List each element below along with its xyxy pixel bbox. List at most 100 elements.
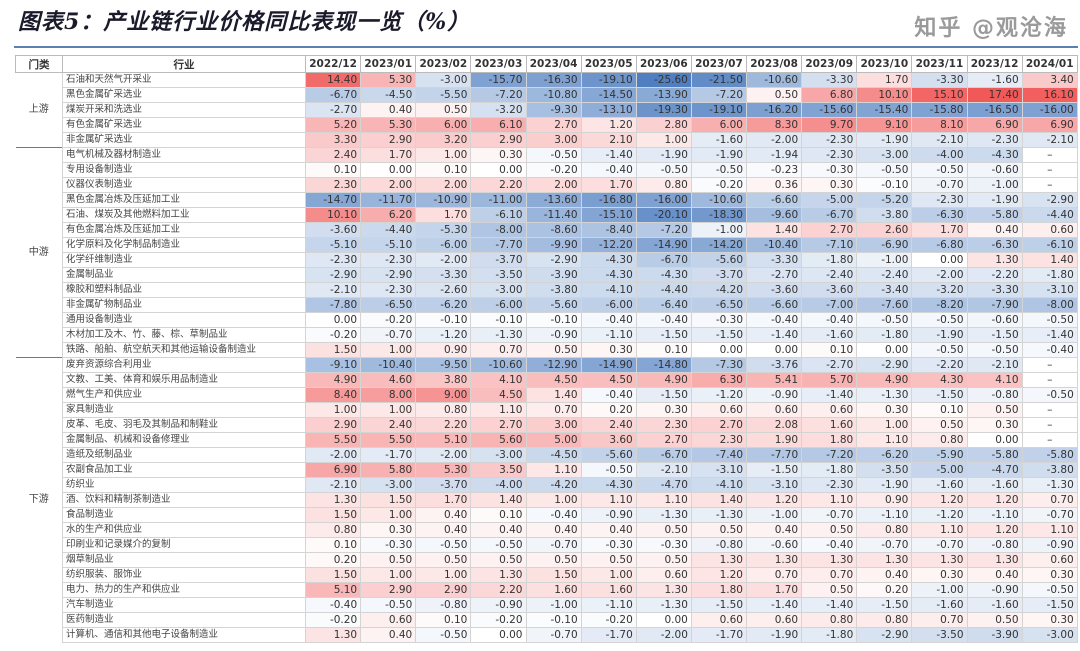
value-cell: -1.40 [801, 387, 858, 403]
industry-name: 烟草制品业 [62, 552, 306, 568]
value-cell: -6.70 [304, 87, 362, 103]
value-cell: -0.70 [911, 177, 968, 193]
value-cell: 1.00 [580, 567, 637, 583]
value-cell: 4.30 [911, 372, 968, 388]
value-cell: 0.50 [360, 552, 417, 568]
value-cell: -1.60 [966, 72, 1023, 88]
value-cell: -2.20 [911, 357, 968, 373]
value-cell: -10.40 [745, 237, 803, 253]
value-cell: -6.50 [690, 297, 748, 313]
value-cell: -5.10 [360, 237, 417, 253]
value-cell: -0.90 [745, 387, 803, 403]
table-row: 金属制品业 -2.90 -2.90 -3.30 -3.50 -3.90 -4.30 -4.30… [16, 267, 1078, 283]
value-cell: 1.00 [415, 567, 472, 583]
value-cell: -2.30 [360, 282, 417, 298]
value-cell: 0.50 [525, 342, 582, 358]
value-cell: 5.10 [304, 582, 362, 598]
value-cell: -5.10 [304, 237, 362, 253]
value-cell: 2.00 [415, 177, 472, 193]
header-month: 2023/11 [911, 55, 968, 73]
value-cell: -4.30 [635, 267, 692, 283]
value-cell: 1.20 [966, 522, 1023, 538]
value-cell: 2.40 [304, 147, 362, 163]
value-cell: -10.60 [745, 72, 803, 88]
value-cell: 0.40 [360, 102, 417, 118]
value-cell: -0.50 [911, 312, 968, 328]
table-row: 有色金属冶炼及压延加工业 -3.60 -4.40 -5.30 -8.00 -8.60 -8.… [16, 222, 1078, 238]
value-cell: 0.00 [690, 342, 748, 358]
value-cell: 1.50 [525, 567, 582, 583]
value-cell: -7.10 [801, 237, 858, 253]
value-cell: -0.70 [1021, 507, 1078, 523]
value-cell: 0.20 [304, 552, 362, 568]
value-cell: -3.20 [470, 102, 527, 118]
value-cell: -3.30 [966, 282, 1023, 298]
value-cell: 0.30 [470, 147, 527, 163]
value-cell: -3.80 [1021, 462, 1078, 478]
industry-name: 酒、饮料和精制茶制造业 [62, 492, 306, 508]
value-cell: -0.40 [304, 597, 362, 613]
value-cell: -7.40 [690, 447, 748, 463]
value-cell: -1.90 [635, 147, 692, 163]
value-cell: 6.20 [360, 207, 417, 223]
value-cell: 0.30 [1021, 567, 1078, 583]
value-cell: -6.40 [635, 297, 692, 313]
header-month: 2023/03 [470, 55, 527, 73]
value-cell: -6.30 [966, 237, 1023, 253]
value-cell: 1.70 [856, 72, 913, 88]
value-cell: 0.30 [360, 522, 417, 538]
value-cell: -4.30 [966, 147, 1023, 163]
value-cell: -6.00 [580, 297, 637, 313]
value-cell: – [1021, 357, 1078, 373]
industry-name: 石油、煤炭及其他燃料加工业 [62, 207, 306, 223]
value-cell: – [1021, 432, 1078, 448]
industry-name: 水的生产和供应业 [62, 522, 306, 538]
value-cell: -21.50 [690, 72, 748, 88]
value-cell: 0.40 [966, 567, 1023, 583]
value-cell: -15.40 [856, 102, 913, 118]
value-cell: 0.10 [635, 342, 692, 358]
value-cell: 0.00 [470, 162, 527, 178]
value-cell: 0.40 [360, 627, 417, 643]
value-cell: -1.00 [745, 507, 803, 523]
industry-name: 非金属矿采选业 [62, 132, 306, 148]
value-cell: -13.10 [580, 102, 637, 118]
value-cell: 1.30 [304, 492, 362, 508]
value-cell: 0.00 [745, 342, 803, 358]
value-cell: -2.30 [304, 252, 362, 268]
value-cell: -4.10 [690, 477, 748, 493]
value-cell: 0.40 [966, 222, 1023, 238]
value-cell: -3.00 [470, 282, 527, 298]
value-cell: -3.80 [525, 282, 582, 298]
value-cell: 1.00 [856, 417, 913, 433]
value-cell: -8.40 [580, 222, 637, 238]
value-cell: -1.60 [801, 327, 858, 343]
value-cell: -2.00 [415, 447, 472, 463]
value-cell: -0.90 [1021, 537, 1078, 553]
value-cell: -0.30 [690, 312, 748, 328]
value-cell: -1.30 [1021, 477, 1078, 493]
industry-name: 黑色金属冶炼及压延加工业 [62, 192, 306, 208]
value-cell: 0.70 [1021, 492, 1078, 508]
value-cell: -3.50 [856, 462, 913, 478]
value-cell: 1.40 [525, 387, 582, 403]
industry-name: 电力、热力的生产和供应业 [62, 582, 306, 598]
value-cell: 0.10 [415, 612, 472, 628]
value-cell: 6.10 [470, 117, 527, 133]
value-cell: -2.20 [966, 267, 1023, 283]
value-cell: -5.60 [525, 297, 582, 313]
value-cell: 3.60 [580, 432, 637, 448]
value-cell: 2.40 [360, 417, 417, 433]
value-cell: -10.60 [470, 357, 527, 373]
value-cell: -2.40 [856, 267, 913, 283]
value-cell: 5.60 [470, 432, 527, 448]
value-cell: 0.60 [1021, 552, 1078, 568]
value-cell: -1.50 [966, 327, 1023, 343]
industry-name: 仪器仪表制造业 [62, 177, 306, 193]
value-cell: -2.10 [911, 132, 968, 148]
industry-name: 食品制造业 [62, 507, 306, 523]
value-cell: -14.50 [580, 87, 637, 103]
value-cell: 6.00 [690, 117, 748, 133]
value-cell: -7.90 [966, 297, 1023, 313]
value-cell: -3.00 [360, 477, 417, 493]
